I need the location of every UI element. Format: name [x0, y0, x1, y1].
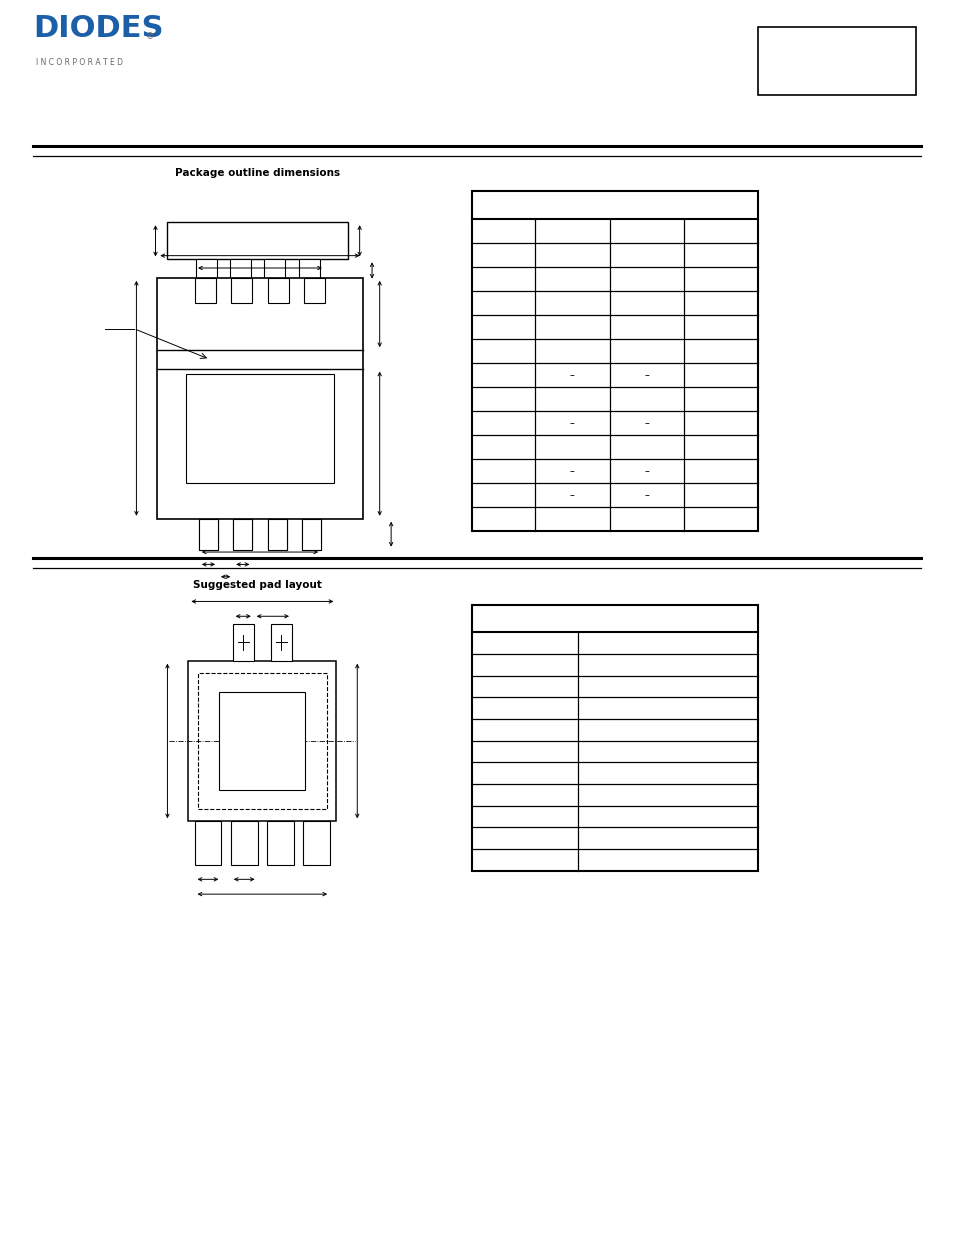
Bar — [233, 519, 252, 550]
Bar — [232, 278, 252, 303]
Text: –: – — [569, 490, 575, 500]
Bar — [186, 374, 334, 483]
Bar — [167, 222, 348, 259]
Bar — [189, 661, 335, 821]
Bar — [194, 821, 221, 864]
Bar — [219, 692, 305, 790]
Text: Package outline dimensions: Package outline dimensions — [174, 168, 340, 178]
Bar — [267, 821, 294, 864]
Bar — [303, 821, 330, 864]
Bar — [267, 278, 288, 303]
Text: –: – — [569, 369, 575, 380]
Bar — [198, 519, 217, 550]
Bar — [233, 624, 253, 661]
Bar — [267, 519, 287, 550]
Text: –: – — [569, 417, 575, 427]
Text: –: – — [569, 466, 575, 475]
Text: –: – — [643, 466, 649, 475]
Bar — [195, 259, 216, 282]
Bar — [264, 259, 285, 282]
Bar — [194, 278, 215, 303]
Text: DIODES: DIODES — [33, 15, 164, 43]
Bar — [472, 605, 758, 871]
Bar — [472, 191, 758, 531]
Bar — [301, 519, 320, 550]
Bar — [267, 519, 287, 550]
Text: –: – — [643, 369, 649, 380]
Bar — [233, 519, 252, 550]
Text: –: – — [643, 490, 649, 500]
Bar — [198, 673, 326, 809]
Text: ®: ® — [146, 32, 154, 41]
Text: Suggested pad layout: Suggested pad layout — [193, 580, 322, 590]
Text: I N C O R P O R A T E D: I N C O R P O R A T E D — [36, 58, 126, 67]
Bar — [230, 259, 251, 282]
Bar — [298, 259, 319, 282]
Bar — [271, 624, 292, 661]
Text: –: – — [643, 417, 649, 427]
Bar — [157, 278, 362, 519]
Bar — [758, 27, 915, 95]
Bar — [301, 519, 320, 550]
Bar — [231, 821, 257, 864]
Bar — [303, 278, 324, 303]
Bar — [198, 519, 217, 550]
